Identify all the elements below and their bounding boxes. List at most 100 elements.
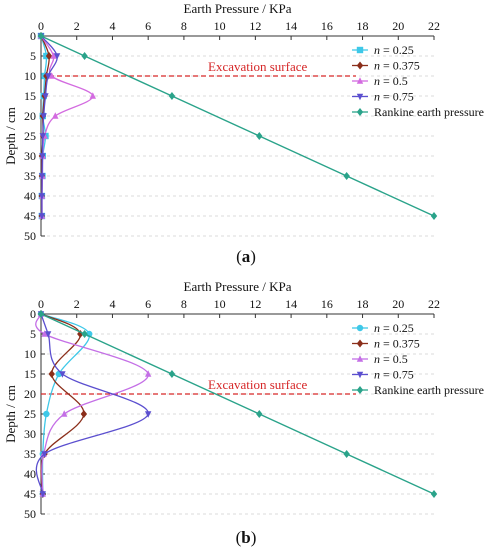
data-point [144,411,152,418]
legend-entry-label: n = 0.25 [374,321,414,335]
chart-b: Earth Pressure / KPa Depth / cm 0 2 4 6 8 10 12 1… [3,279,484,521]
data-point [81,330,88,338]
data-point [144,370,152,377]
y-tick-label: 30 [24,427,36,441]
x-tick-label: 10 [214,297,226,311]
series-1 [37,32,53,220]
y-tick-label: 40 [24,189,36,203]
x-tick-label: 6 [145,297,151,311]
x-tick-label: 8 [181,297,187,311]
legend-entry-label: Rankine earth pressure [374,383,484,397]
data-point [256,132,263,140]
x-tick-label: 2 [74,297,80,311]
data-point [48,72,55,79]
y-tick-label: 5 [30,49,36,63]
y-tick-label: 5 [30,327,36,341]
data-point [343,172,350,180]
x-tick-label: 2 [74,19,80,33]
excavation-surface-label: Excavation surface [208,59,307,74]
y-tick-label: 20 [24,387,36,401]
data-point [61,410,68,417]
data-point [39,491,46,498]
data-point [45,52,53,60]
legend-marker [356,371,364,379]
x-tick-label: 0 [38,297,44,311]
data-point [44,331,52,338]
data-point [41,330,48,337]
y-tick-label: 35 [24,169,36,183]
x-tick-label: 6 [145,19,151,33]
legend-entry-label: n = 0.5 [374,352,408,366]
y-tick-label: 50 [24,507,36,521]
series-4 [37,32,438,220]
x-tick-label: 20 [392,297,404,311]
legend-entry-label: n = 0.375 [374,59,420,73]
legend-marker [356,77,364,84]
series-line [40,313,90,495]
data-point [59,371,66,378]
series-1 [37,310,88,498]
x-tick-label: 12 [249,19,261,33]
y-tick-label: 0 [30,29,36,43]
y-tick-label: 25 [24,129,36,143]
data-point [81,52,88,60]
x-tick-label: 18 [357,19,369,33]
legend-entry-label: n = 0.75 [374,90,414,104]
data-point [48,370,55,378]
y-axis-title: Depth / cm [3,385,18,443]
y-tick-label: 45 [24,487,36,501]
legend-entry-label: n = 0.25 [374,43,414,57]
data-point [89,92,97,99]
x-tick-label: 22 [428,19,440,33]
data-point [41,451,48,458]
series-line [40,35,435,217]
legend-marker [356,355,364,362]
data-point [53,53,61,60]
y-tick-label: 20 [24,109,36,123]
data-point [37,310,45,318]
data-point [38,173,46,180]
x-tick-label: 16 [321,297,333,311]
data-point [38,213,46,220]
data-point [37,32,45,40]
data-point [256,410,263,418]
x-tick-label: 12 [249,297,261,311]
y-tick-label: 45 [24,209,36,223]
data-point [39,133,46,140]
y-axis-title: Depth / cm [3,107,18,165]
y-tick-label: 30 [24,149,36,163]
y-tick-label: 0 [30,307,36,321]
x-axis-title: Earth Pressure / KPa [184,1,292,16]
data-point [52,112,59,119]
series-3 [35,311,152,498]
legend-marker [356,339,364,348]
y-tick-label: 50 [24,229,36,243]
legend-entry-label: Rankine earth pressure [374,105,484,119]
x-tick-label: 4 [109,297,115,311]
series-line [40,313,435,495]
data-point [40,113,47,120]
y-tick-label: 15 [24,367,36,381]
x-tick-label: 14 [285,19,297,33]
legend-entry-label: n = 0.5 [374,74,408,88]
series-line [35,313,149,495]
data-point [430,490,438,498]
x-tick-label: 14 [285,297,297,311]
legend-marker [356,93,364,101]
y-tick-label: 10 [24,69,36,83]
data-point [42,93,49,100]
y-tick-label: 35 [24,447,36,461]
y-tick-label: 15 [24,89,36,103]
data-point [80,410,88,418]
legend-marker [356,386,364,394]
data-point [430,212,438,220]
data-point [50,52,57,59]
x-tick-label: 22 [428,297,440,311]
x-tick-label: 18 [357,297,369,311]
panel-label-b: (b) [235,528,257,547]
legend-marker [356,108,364,116]
x-axis-title: Earth Pressure / KPa [184,279,292,294]
x-tick-label: 0 [38,19,44,33]
data-point [38,193,46,200]
